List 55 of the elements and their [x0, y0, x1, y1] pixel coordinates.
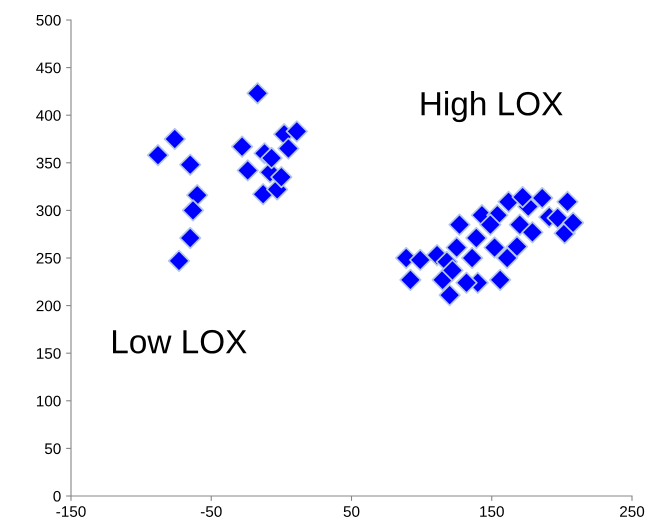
point — [511, 186, 534, 208]
y-tick-label: 150 — [36, 348, 61, 359]
x-tick-label: -150 — [56, 506, 86, 517]
point — [496, 246, 518, 270]
point — [479, 214, 502, 236]
point — [252, 183, 274, 206]
point — [448, 214, 471, 236]
point — [497, 190, 520, 213]
point — [506, 235, 528, 258]
x-tick-label: 150 — [480, 506, 504, 517]
point — [489, 268, 512, 292]
y-tick-label: 500 — [36, 14, 61, 26]
point — [186, 184, 208, 206]
point — [460, 246, 484, 270]
annotation: Low LOX — [113, 330, 247, 354]
point — [441, 259, 464, 282]
y-tick-label: 250 — [36, 252, 61, 264]
point — [246, 82, 269, 104]
y-tick-label: 200 — [36, 300, 61, 312]
point — [508, 214, 531, 236]
x-tick-label: 50 — [344, 506, 360, 517]
point — [446, 236, 468, 259]
point — [230, 135, 254, 158]
point — [277, 137, 300, 160]
point — [546, 206, 569, 230]
point — [270, 166, 293, 188]
y-tick-label: 450 — [36, 62, 61, 74]
point — [399, 268, 422, 292]
point — [236, 159, 259, 182]
point — [465, 226, 488, 250]
y-tick-label: 300 — [36, 205, 61, 216]
y-tick-label: 350 — [36, 158, 61, 168]
point — [164, 128, 186, 150]
y-tick-label: 50 — [44, 443, 61, 454]
point — [438, 284, 461, 306]
point — [179, 154, 202, 176]
point — [146, 144, 170, 166]
point — [179, 226, 202, 250]
x-tick-label: 250 — [620, 506, 644, 517]
point — [286, 120, 308, 143]
y-tick-label: 400 — [36, 110, 61, 121]
point — [562, 212, 584, 234]
point — [531, 186, 554, 210]
point — [483, 236, 506, 259]
point — [556, 190, 579, 213]
annotation: High LOX — [422, 91, 563, 122]
y-tick-label: 100 — [36, 396, 61, 406]
point — [455, 272, 478, 294]
point — [409, 248, 432, 272]
point — [260, 146, 283, 170]
point — [168, 250, 190, 272]
y-tick-label: 0 — [53, 490, 61, 502]
point — [182, 199, 204, 222]
x-tick-label: -50 — [200, 506, 222, 517]
point — [521, 221, 544, 244]
